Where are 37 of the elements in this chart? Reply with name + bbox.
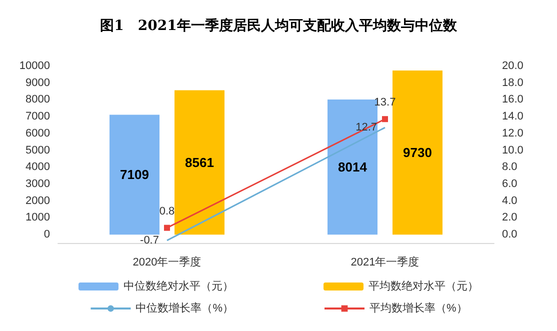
y2-tick-label: 8.0 [502, 161, 518, 174]
data-label: -0.7 [140, 234, 159, 246]
data-label: 9730 [403, 145, 432, 160]
legend-label: 平均数增长率（%） [370, 302, 468, 314]
bar [110, 114, 160, 235]
y-tick-label: 1000 [26, 212, 50, 224]
y-tick-label: 8000 [26, 94, 50, 106]
chart-title: 图1 2021年一季度居民人均可支配收入平均数与中位数 [100, 17, 458, 34]
y-tick-label: 9000 [26, 76, 50, 89]
y2-tick-label: 12.0 [502, 127, 524, 140]
legend-label: 中位数增长率（%） [136, 302, 234, 314]
y-tick-label: 6000 [26, 127, 50, 140]
data-label: 8014 [338, 160, 368, 175]
legend-label: 平均数绝对水平（元） [368, 280, 478, 292]
y-tick-label: 7000 [26, 110, 50, 123]
y-tick-label: 0 [44, 228, 50, 241]
bar [174, 90, 224, 235]
legend-label: 中位数绝对水平（元） [124, 280, 234, 292]
y-tick-label: 3000 [26, 178, 50, 190]
data-label: 8561 [185, 154, 214, 170]
y-tick-label: 2000 [26, 194, 50, 207]
data-label: 0.8 [159, 205, 175, 218]
data-label: 7109 [120, 167, 149, 182]
y2-tick-label: 14.0 [502, 110, 524, 123]
y2-tick-label: 4.0 [502, 194, 518, 207]
x-tick-label: 2021年一季度 [350, 256, 420, 268]
y-tick-label: 4000 [26, 161, 50, 174]
x-tick-label: 2020年一季度 [132, 256, 202, 268]
y2-tick-label: 10.0 [502, 144, 524, 156]
y2-tick-label: 6.0 [502, 178, 518, 190]
y2-tick-label: 18.0 [502, 76, 524, 89]
y2-tick-label: 2.0 [502, 212, 518, 224]
y2-tick-label: 20.0 [502, 60, 524, 72]
y-tick-label: 5000 [26, 144, 50, 156]
y2-tick-label: 0.0 [502, 228, 518, 241]
y2-tick-label: 16.0 [502, 94, 524, 106]
y-tick-label: 10000 [19, 60, 50, 72]
